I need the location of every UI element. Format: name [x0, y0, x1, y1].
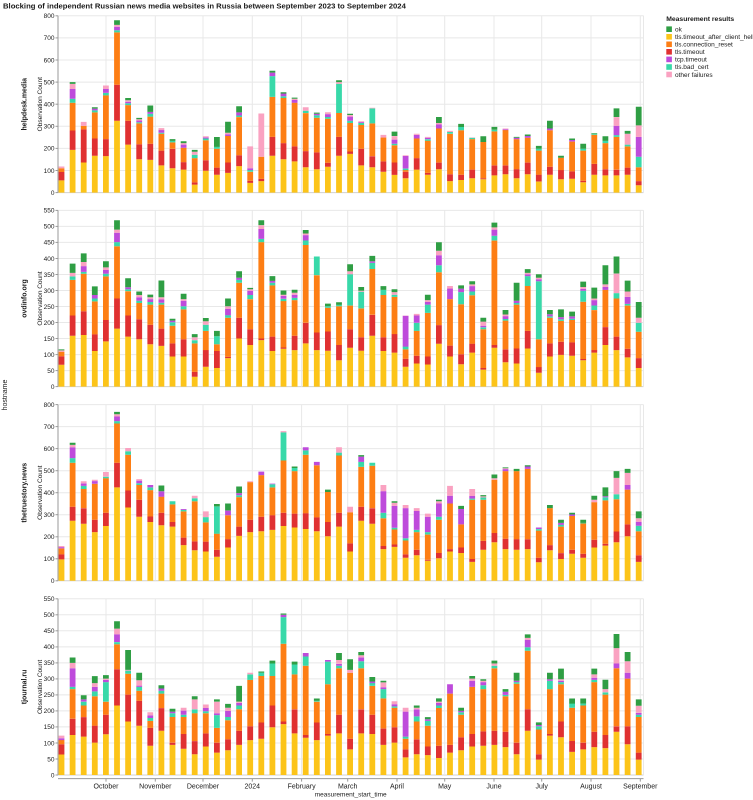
- svg-text:150: 150: [44, 724, 55, 731]
- svg-text:350: 350: [44, 272, 55, 279]
- svg-text:500: 500: [44, 79, 55, 86]
- svg-text:350: 350: [44, 660, 55, 667]
- svg-text:100: 100: [44, 168, 55, 175]
- svg-text:Observation Count: Observation Count: [37, 660, 44, 714]
- svg-text:300: 300: [44, 512, 55, 519]
- svg-text:600: 600: [44, 446, 55, 453]
- svg-text:500: 500: [44, 224, 55, 231]
- svg-text:200: 200: [44, 534, 55, 541]
- svg-text:tls.connection_reset: tls.connection_reset: [675, 42, 733, 49]
- svg-text:0: 0: [51, 578, 55, 585]
- svg-text:tls.timeout: tls.timeout: [675, 49, 705, 56]
- svg-text:800: 800: [44, 402, 55, 409]
- svg-text:ok: ok: [675, 27, 683, 34]
- svg-text:tls.timeout_after_client_hello: tls.timeout_after_client_hello: [675, 34, 753, 41]
- svg-text:Observation Count: Observation Count: [37, 77, 44, 131]
- svg-text:300: 300: [44, 676, 55, 683]
- svg-text:0: 0: [51, 190, 55, 197]
- svg-text:tls.bad_cert: tls.bad_cert: [675, 64, 709, 71]
- svg-text:thetruestory.news: thetruestory.news: [22, 463, 29, 523]
- svg-text:500: 500: [44, 468, 55, 475]
- svg-text:0: 0: [51, 384, 55, 391]
- svg-text:May: May: [438, 784, 452, 791]
- svg-text:600: 600: [44, 57, 55, 64]
- svg-text:Observation Count: Observation Count: [37, 465, 44, 519]
- svg-text:500: 500: [44, 612, 55, 619]
- svg-text:100: 100: [44, 740, 55, 747]
- svg-text:tcp.timeout: tcp.timeout: [675, 57, 707, 64]
- svg-text:800: 800: [44, 13, 55, 20]
- svg-text:Observation Count: Observation Count: [37, 271, 44, 325]
- svg-text:June: June: [486, 784, 501, 791]
- svg-text:200: 200: [44, 708, 55, 715]
- svg-text:200: 200: [44, 146, 55, 153]
- svg-text:50: 50: [47, 756, 55, 763]
- svg-text:July: July: [535, 784, 548, 791]
- svg-text:300: 300: [44, 124, 55, 131]
- svg-text:250: 250: [44, 692, 55, 699]
- svg-text:550: 550: [44, 208, 55, 215]
- svg-text:ovdinfo.org: ovdinfo.org: [22, 279, 29, 318]
- svg-text:100: 100: [44, 352, 55, 359]
- svg-text:October: October: [94, 784, 120, 791]
- svg-text:700: 700: [44, 424, 55, 431]
- svg-text:hostname: hostname: [2, 380, 9, 411]
- svg-text:tjournal.ru: tjournal.ru: [22, 670, 29, 705]
- svg-text:November: November: [139, 784, 172, 791]
- svg-text:700: 700: [44, 35, 55, 42]
- svg-text:September: September: [623, 784, 658, 791]
- svg-text:100: 100: [44, 556, 55, 563]
- svg-text:450: 450: [44, 240, 55, 247]
- svg-text:measurement_start_time: measurement_start_time: [315, 792, 387, 799]
- svg-text:March: March: [338, 784, 358, 791]
- svg-text:400: 400: [44, 102, 55, 109]
- svg-text:400: 400: [44, 490, 55, 497]
- svg-text:August: August: [580, 784, 602, 791]
- svg-text:400: 400: [44, 256, 55, 263]
- svg-text:50: 50: [47, 368, 55, 375]
- svg-text:0: 0: [51, 772, 55, 779]
- svg-text:Blocking of independent Russia: Blocking of independent Russian news med…: [3, 2, 407, 11]
- svg-text:450: 450: [44, 628, 55, 635]
- svg-text:400: 400: [44, 644, 55, 651]
- svg-text:250: 250: [44, 304, 55, 311]
- svg-text:helpdesk.media: helpdesk.media: [22, 78, 29, 131]
- svg-text:February: February: [288, 784, 317, 791]
- svg-text:2024: 2024: [245, 784, 261, 791]
- svg-text:300: 300: [44, 288, 55, 295]
- svg-text:550: 550: [44, 596, 55, 603]
- svg-text:other failures: other failures: [675, 72, 713, 79]
- svg-text:Measurement results: Measurement results: [666, 16, 734, 23]
- svg-text:150: 150: [44, 336, 55, 343]
- svg-text:December: December: [187, 784, 220, 791]
- svg-text:April: April: [390, 784, 404, 791]
- svg-text:200: 200: [44, 320, 55, 327]
